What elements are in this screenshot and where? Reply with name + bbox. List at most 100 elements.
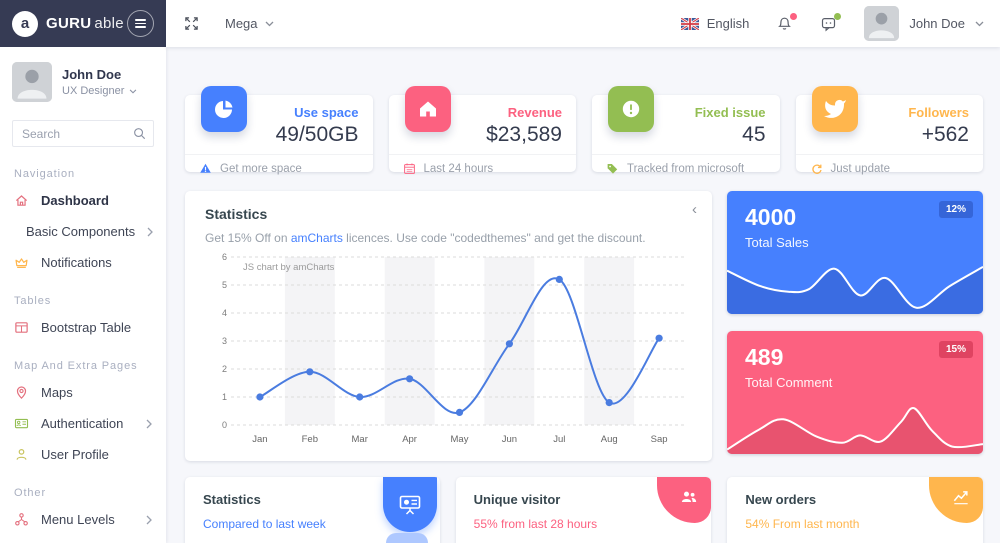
chat-icon (822, 17, 836, 31)
stat-footer[interactable]: Get more space (185, 154, 373, 182)
notifications-bell-button[interactable] (776, 12, 798, 32)
presentation-icon (399, 495, 420, 515)
total-sales-value: 4000 (745, 204, 797, 230)
online-dot (834, 12, 842, 20)
chevron-down-icon (265, 21, 273, 26)
svg-text:3: 3 (222, 336, 227, 346)
stat-value: 49/50GB (275, 123, 359, 146)
home-icon (15, 195, 28, 206)
search-icon (134, 128, 146, 140)
mega-menu-dropdown[interactable]: Mega (225, 16, 274, 31)
stat-title: Revenue (507, 105, 562, 120)
uk-flag-icon (680, 17, 699, 30)
statistics-mini-card: Statistics Compared to last week (185, 477, 440, 543)
sidebar-search (12, 120, 154, 147)
profile-avatar (12, 62, 52, 102)
logo-area: a GURU able (0, 0, 166, 47)
nav-section-title: Tables (14, 295, 52, 307)
stat-card-revenue: Revenue $23,589 Last 24 hours (388, 86, 576, 175)
bottom-cards-row: Statistics Compared to last week Unique … (185, 477, 984, 543)
calendar-icon (403, 163, 415, 174)
sidebar-item-user-profile[interactable]: User Profile (0, 439, 166, 470)
svg-text:May: May (451, 434, 469, 445)
chevron-down-icon (130, 88, 137, 94)
stat-footer[interactable]: Just update (795, 154, 983, 182)
sidebar-item-dashboard[interactable]: Dashboard (0, 185, 166, 216)
warning-triangle-icon (200, 163, 211, 173)
main-content: Use space 49/50GB Get more space Revenue… (166, 47, 1000, 543)
svg-text:Apr: Apr (402, 434, 417, 445)
mini-card-subtitle: Compared to last week (203, 517, 326, 531)
nav-section-title: Navigation (14, 168, 75, 180)
profile-name: John Doe (62, 67, 122, 82)
sidebar-toggle-button[interactable] (127, 10, 154, 37)
comment-percent-badge: 15% (938, 341, 973, 358)
bell-icon (778, 17, 792, 30)
stat-card-followers: Followers +562 Just update (795, 86, 983, 175)
search-input[interactable] (12, 120, 154, 147)
total-sales-card: 4000 Total Sales 12% (727, 191, 983, 314)
profile-role: UX Designer (62, 85, 125, 97)
svg-text:1: 1 (222, 392, 227, 402)
svg-text:Jun: Jun (502, 434, 517, 445)
mini-card-title: Unique visitor (473, 492, 561, 507)
svg-text:Feb: Feb (302, 434, 318, 445)
sidebar-profile: John Doe UX Designer (0, 47, 166, 112)
stat-title: Use space (294, 105, 359, 120)
nav-section-title: Map And Extra Pages (14, 360, 138, 372)
amcharts-link[interactable]: amCharts (290, 231, 343, 245)
svg-text:Aug: Aug (601, 434, 618, 445)
sidebar-item-simple-page[interactable]: Simple Page (0, 535, 166, 543)
sidebar-item-basic-components[interactable]: Basic Components (0, 216, 166, 247)
sidebar-item-menu-levels[interactable]: Menu Levels (0, 504, 166, 535)
svg-text:5: 5 (222, 280, 227, 290)
mini-card-title: New orders (745, 492, 817, 507)
user-menu[interactable]: John Doe (864, 6, 984, 41)
brand-bold: GURU (46, 15, 92, 32)
share-network-icon (15, 513, 28, 526)
brand-name[interactable]: GURU able (46, 15, 124, 32)
total-sales-label: Total Sales (745, 235, 809, 250)
messages-button[interactable] (820, 12, 842, 32)
svg-text:Mar: Mar (352, 434, 368, 445)
svg-text:2: 2 (222, 364, 227, 374)
sales-wave-chart (727, 266, 983, 314)
tag-icon (607, 164, 618, 174)
total-comment-label: Total Comment (745, 375, 833, 390)
svg-text:Jul: Jul (553, 434, 565, 445)
card-collapse-button[interactable]: ‹ (692, 201, 697, 218)
presentation-badge (382, 477, 437, 532)
stat-cards-row: Use space 49/50GB Get more space Revenue… (185, 86, 983, 175)
language-selector[interactable]: English (680, 16, 749, 31)
home-icon (404, 86, 451, 132)
stat-card-use-space: Use space 49/50GB Get more space (185, 86, 373, 175)
bar-chart-stub (385, 533, 428, 543)
stat-footer[interactable]: Last 24 hours (388, 154, 576, 182)
new-orders-card: New orders 54% From last month (727, 477, 984, 543)
twitter-icon (811, 86, 858, 132)
statistics-chart-card: Statistics ‹ Get 15% Off on amCharts lic… (185, 191, 712, 461)
profile-role-dropdown[interactable]: UX Designer (62, 85, 137, 97)
comment-wave-chart (727, 407, 983, 454)
sidebar-item-notifications[interactable]: Notifications (0, 247, 166, 278)
svg-text:6: 6 (222, 253, 227, 262)
sidebar-item-bootstrap-table[interactable]: Bootstrap Table (0, 312, 166, 343)
mini-card-subtitle: 55% from last 28 hours (473, 517, 598, 531)
user-avatar (864, 6, 900, 41)
alert-circle-icon (608, 86, 654, 132)
stat-value: 45 (742, 123, 766, 146)
user-icon (16, 449, 27, 460)
stat-value: +562 (921, 123, 969, 146)
sidebar-item-maps[interactable]: Maps (0, 377, 166, 408)
pie-chart-icon (201, 86, 247, 132)
sidebar-item-authentication[interactable]: Authentication (0, 408, 166, 439)
fullscreen-expand-icon[interactable] (184, 16, 199, 31)
sales-percent-badge: 12% (938, 201, 973, 218)
stat-footer[interactable]: Tracked from microsoft (592, 154, 780, 182)
sidebar: John Doe UX Designer Navigation Dashboar… (0, 47, 166, 543)
line-chart: 0 1 2 3 4 5 6 Jan Feb Mar Apr May Jun Jul Aug Sap JS cha… (205, 252, 692, 456)
brand-logo-icon[interactable]: a (12, 10, 38, 37)
table-icon (15, 322, 28, 333)
crown-icon (15, 258, 28, 268)
mini-card-subtitle: 54% From last month (745, 517, 860, 531)
